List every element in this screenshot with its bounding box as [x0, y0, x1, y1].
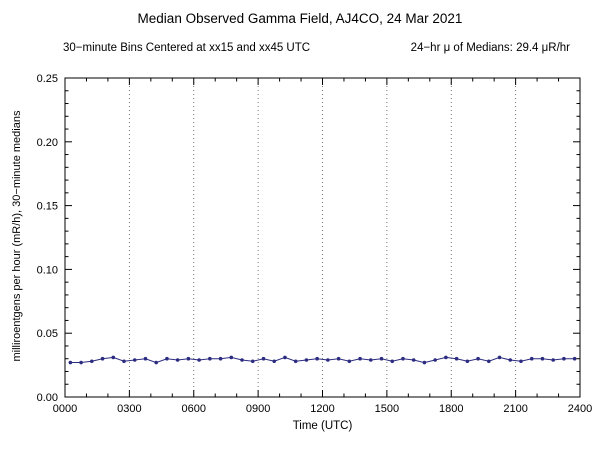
x-tick-label: 1800	[439, 403, 463, 415]
data-point	[272, 359, 277, 364]
data-point	[326, 358, 330, 362]
data-point	[175, 358, 180, 362]
data-point	[465, 359, 470, 364]
y-tick-label: 0.20	[37, 137, 58, 149]
data-point	[454, 356, 459, 361]
data-point	[368, 358, 373, 362]
data-point	[476, 356, 480, 361]
data-point	[186, 356, 191, 361]
y-axis-label: milliroentgens per hour (mR/h), 30−minut…	[11, 110, 23, 362]
data-point	[143, 356, 148, 361]
data-point	[240, 358, 244, 362]
y-tick-label: 0.00	[37, 392, 58, 404]
x-tick-label: 0900	[246, 403, 270, 415]
data-point	[165, 356, 169, 361]
x-tick-label: 1200	[310, 403, 334, 415]
data-point	[444, 355, 448, 360]
data-point	[487, 359, 491, 364]
y-tick-label: 0.05	[37, 328, 58, 340]
data-point	[572, 356, 577, 361]
x-tick-label: 1500	[375, 403, 399, 415]
data-point	[218, 356, 223, 361]
data-point	[283, 355, 287, 360]
data-point	[304, 358, 309, 362]
data-point	[100, 356, 105, 361]
x-axis-label: Time (UTC)	[292, 420, 353, 432]
data-point	[508, 358, 513, 362]
x-tick-label: 0300	[117, 403, 141, 415]
data-point	[390, 359, 395, 364]
data-point	[315, 356, 319, 361]
data-point	[261, 356, 266, 361]
data-point	[562, 356, 566, 361]
data-point	[90, 359, 94, 364]
subtitle-bins-note: 30−minute Bins Centered at xx15 and xx45…	[63, 42, 311, 54]
plot-box	[64, 77, 581, 398]
data-line	[70, 356, 575, 364]
data-point	[433, 358, 437, 362]
x-tick-label: 0600	[182, 403, 206, 415]
data-point	[197, 358, 201, 362]
data-point	[347, 359, 352, 364]
data-point	[111, 355, 116, 360]
data-point	[422, 360, 427, 365]
data-point	[229, 355, 234, 360]
data-point	[497, 355, 502, 360]
data-point	[68, 360, 73, 365]
x-tick-label: 0000	[53, 403, 77, 415]
data-point	[132, 358, 137, 362]
data-point	[208, 356, 212, 361]
data-point	[154, 360, 158, 365]
data-point	[79, 360, 83, 365]
data-point	[122, 359, 126, 364]
x-tick-label: 2100	[503, 403, 527, 415]
data-point	[519, 359, 523, 364]
data-point	[336, 356, 341, 361]
chart-subtitle: 30−minute Bins Centered at xx15 and xx45…	[63, 42, 570, 54]
chart-title: Median Observed Gamma Field, AJ4CO, 24 M…	[137, 11, 463, 26]
data-point	[358, 356, 362, 361]
data-point	[411, 358, 416, 362]
data-point	[379, 356, 384, 361]
data-point	[401, 356, 405, 361]
y-tick-label: 0.25	[37, 73, 58, 85]
subtitle-mean-value: 24−hr μ of Medians: 29.4 μR/hr	[410, 42, 570, 54]
data-point	[529, 356, 534, 361]
x-tick-label: 2400	[568, 403, 592, 415]
y-tick-label: 0.15	[37, 201, 58, 213]
data-point	[540, 356, 545, 361]
data-point	[551, 358, 555, 362]
y-tick-label: 0.10	[37, 264, 58, 276]
data-point	[293, 359, 298, 364]
data-point	[250, 359, 255, 364]
